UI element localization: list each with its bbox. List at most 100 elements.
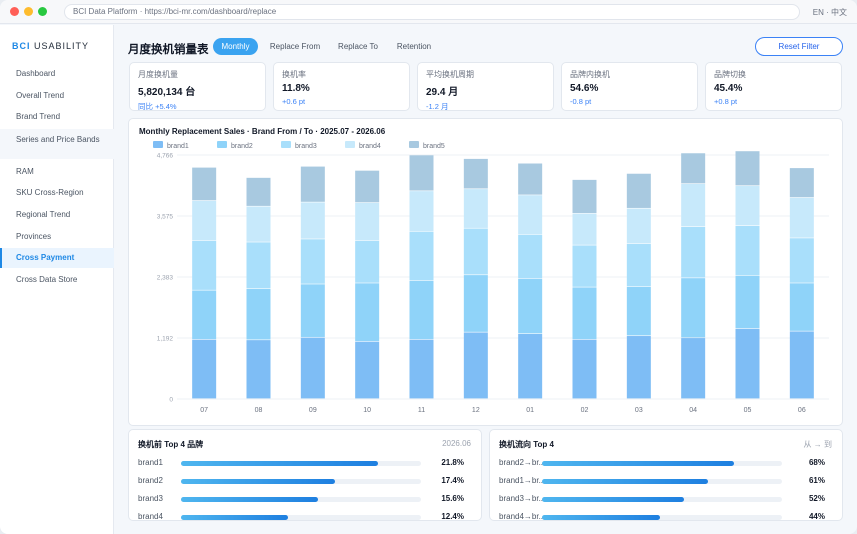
kpi-card-brand-switch: 品牌切换 45.4% +0.8 pt: [705, 62, 842, 111]
maximize-window-icon[interactable]: [38, 7, 47, 16]
browser-titlebar: BCI Data Platform · https://bci-mr.com/d…: [0, 0, 857, 24]
bar-segment: [789, 197, 814, 238]
card-direction: 从 → 到: [803, 440, 832, 449]
bar-segment: [409, 191, 434, 231]
bar-segment: [735, 186, 760, 226]
kpi-change: -0.8 pt: [570, 97, 592, 106]
language-switch[interactable]: EN · 中文: [812, 8, 847, 17]
bar-segment: [626, 208, 651, 244]
bar-segment: [300, 284, 325, 337]
bar-segment: [518, 333, 543, 399]
tab-replace-to[interactable]: Replace To: [338, 42, 378, 51]
list-item: brand1→br... 61%: [490, 476, 842, 486]
list-item: brand3 15.6%: [129, 494, 481, 504]
bar-segment: [192, 290, 217, 340]
progress-fill: [181, 515, 289, 520]
legend-label: brand5: [423, 143, 445, 150]
bar-segment: [246, 177, 271, 206]
card-title: 换机流向 Top 4: [499, 440, 554, 449]
chart-title: Monthly Replacement Sales · Brand From /…: [139, 127, 386, 136]
row-label: brand3→br...: [499, 494, 546, 503]
bar-segment: [300, 337, 325, 399]
page-title: 月度换机销量表: [128, 44, 209, 56]
bar-segment: [735, 275, 760, 329]
bar-segment: [518, 195, 543, 235]
bar-segment: [355, 283, 380, 342]
x-tick-label: 03: [635, 407, 643, 414]
bar-segment: [192, 200, 217, 241]
sidebar-item-provinces[interactable]: Provinces: [16, 232, 52, 241]
minimize-window-icon[interactable]: [24, 7, 33, 16]
logo-text: USABILITY: [34, 41, 90, 51]
sidebar-item-dashboard[interactable]: Dashboard: [16, 69, 56, 78]
sidebar-item-series-price-bands[interactable]: Series and Price Bands: [0, 129, 114, 159]
tab-replace-from[interactable]: Replace From: [269, 42, 321, 51]
bar-segment: [518, 278, 543, 334]
kpi-value: 54.6%: [570, 83, 599, 94]
bar-segment: [355, 240, 380, 283]
row-percentage: 15.6%: [441, 494, 464, 503]
kpi-value: 45.4%: [714, 83, 743, 94]
close-window-icon[interactable]: [10, 7, 19, 16]
bar-segment: [409, 280, 434, 340]
bar-segment: [572, 179, 597, 214]
reset-filter-button[interactable]: Reset Filter: [755, 37, 843, 56]
bar-segment: [192, 240, 217, 290]
x-tick-label: 07: [200, 407, 208, 414]
sidebar-item-ram[interactable]: RAM: [16, 167, 34, 176]
list-item: brand4→br... 44%: [490, 512, 842, 522]
bar-segment: [192, 167, 217, 201]
logo: BCI USABILITY: [12, 41, 89, 51]
progress-fill: [542, 479, 708, 484]
bar-segment: [192, 339, 217, 399]
row-percentage: 61%: [808, 476, 825, 485]
top-flow-card: 换机流向 Top 4 从 → 到 brand2→br... 68% brand1→b…: [489, 429, 843, 521]
sidebar-item-cross-payment[interactable]: Cross Payment: [0, 248, 114, 268]
kpi-change: +0.8 pt: [714, 97, 738, 106]
progress-fill: [542, 497, 684, 502]
progress-track: [181, 515, 421, 520]
bar-segment: [681, 226, 706, 278]
kpi-card-intra-brand: 品牌内换机 54.6% -0.8 pt: [561, 62, 698, 111]
legend-swatch: [345, 141, 355, 148]
bar-segment: [300, 202, 325, 239]
y-tick-label: 0: [169, 397, 173, 404]
tab-retention[interactable]: Retention: [396, 42, 432, 51]
list-item: brand3→br... 52%: [490, 494, 842, 504]
progress-fill: [542, 461, 734, 466]
row-label: brand4→br...: [499, 512, 546, 521]
sidebar-item-brand-trend[interactable]: Brand Trend: [16, 112, 61, 121]
row-percentage: 12.4%: [441, 512, 464, 521]
kpi-change: 同比 +5.4%: [138, 102, 177, 111]
sidebar-item-overall-trend[interactable]: Overall Trend: [16, 91, 65, 100]
sidebar-item-sku-cross-region[interactable]: SKU Cross-Region: [16, 188, 84, 197]
tab-monthly[interactable]: Monthly: [213, 38, 258, 55]
kpi-value: 11.8%: [282, 83, 310, 94]
progress-track: [542, 479, 782, 484]
row-label: brand2: [138, 476, 163, 485]
sidebar-item-regional-trend[interactable]: Regional Trend: [16, 210, 71, 219]
row-label: brand3: [138, 494, 163, 503]
progress-fill: [181, 497, 319, 502]
legend-label: brand1: [167, 143, 189, 150]
kpi-label: 品牌切换: [714, 70, 746, 79]
bar-segment: [463, 275, 488, 332]
sidebar-item-cross-data-store[interactable]: Cross Data Store: [16, 275, 78, 284]
bar-segment: [681, 278, 706, 338]
address-bar[interactable]: BCI Data Platform · https://bci-mr.com/d…: [64, 4, 800, 20]
progress-track: [181, 497, 421, 502]
bar-segment: [572, 245, 597, 287]
row-percentage: 17.4%: [441, 476, 464, 485]
legend-swatch: [217, 141, 227, 148]
bar-segment: [300, 239, 325, 284]
x-tick-label: 04: [689, 407, 697, 414]
kpi-card-monthly-volume: 月度换机量 5,820,134 台 同比 +5.4%: [129, 62, 266, 111]
list-item: brand1 21.8%: [129, 458, 481, 468]
row-label: brand4: [138, 512, 163, 521]
progress-track: [181, 479, 421, 484]
bar-segment: [463, 158, 488, 189]
progress-track: [542, 461, 782, 466]
kpi-card-avg-cycle: 平均换机周期 29.4 月 -1.2 月: [417, 62, 554, 111]
kpi-label: 品牌内换机: [570, 70, 610, 79]
